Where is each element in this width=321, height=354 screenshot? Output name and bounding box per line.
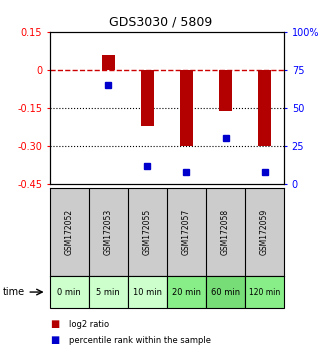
- Bar: [180, 70, 193, 146]
- Bar: [258, 70, 271, 146]
- Bar: [167, 276, 206, 308]
- Bar: [206, 276, 245, 308]
- Text: ■: ■: [50, 319, 59, 329]
- Bar: [101, 55, 115, 70]
- Bar: [50, 276, 89, 308]
- Bar: [245, 276, 284, 308]
- Text: GSM172059: GSM172059: [260, 209, 269, 255]
- Text: 10 min: 10 min: [133, 287, 162, 297]
- Text: 5 min: 5 min: [97, 287, 120, 297]
- Text: percentile rank within the sample: percentile rank within the sample: [69, 336, 211, 345]
- Text: log2 ratio: log2 ratio: [69, 320, 109, 329]
- Text: 20 min: 20 min: [172, 287, 201, 297]
- Text: 60 min: 60 min: [211, 287, 240, 297]
- Text: 0 min: 0 min: [57, 287, 81, 297]
- Text: ■: ■: [50, 335, 59, 345]
- Bar: [89, 276, 128, 308]
- Text: GSM172058: GSM172058: [221, 209, 230, 255]
- Text: GSM172052: GSM172052: [65, 209, 74, 255]
- Text: GDS3030 / 5809: GDS3030 / 5809: [109, 16, 212, 29]
- Text: GSM172055: GSM172055: [143, 209, 152, 255]
- Text: GSM172053: GSM172053: [104, 209, 113, 255]
- Bar: [141, 70, 154, 126]
- Text: 120 min: 120 min: [249, 287, 280, 297]
- Bar: [128, 276, 167, 308]
- Text: GSM172057: GSM172057: [182, 209, 191, 255]
- Bar: [219, 70, 232, 110]
- Text: time: time: [3, 287, 25, 297]
